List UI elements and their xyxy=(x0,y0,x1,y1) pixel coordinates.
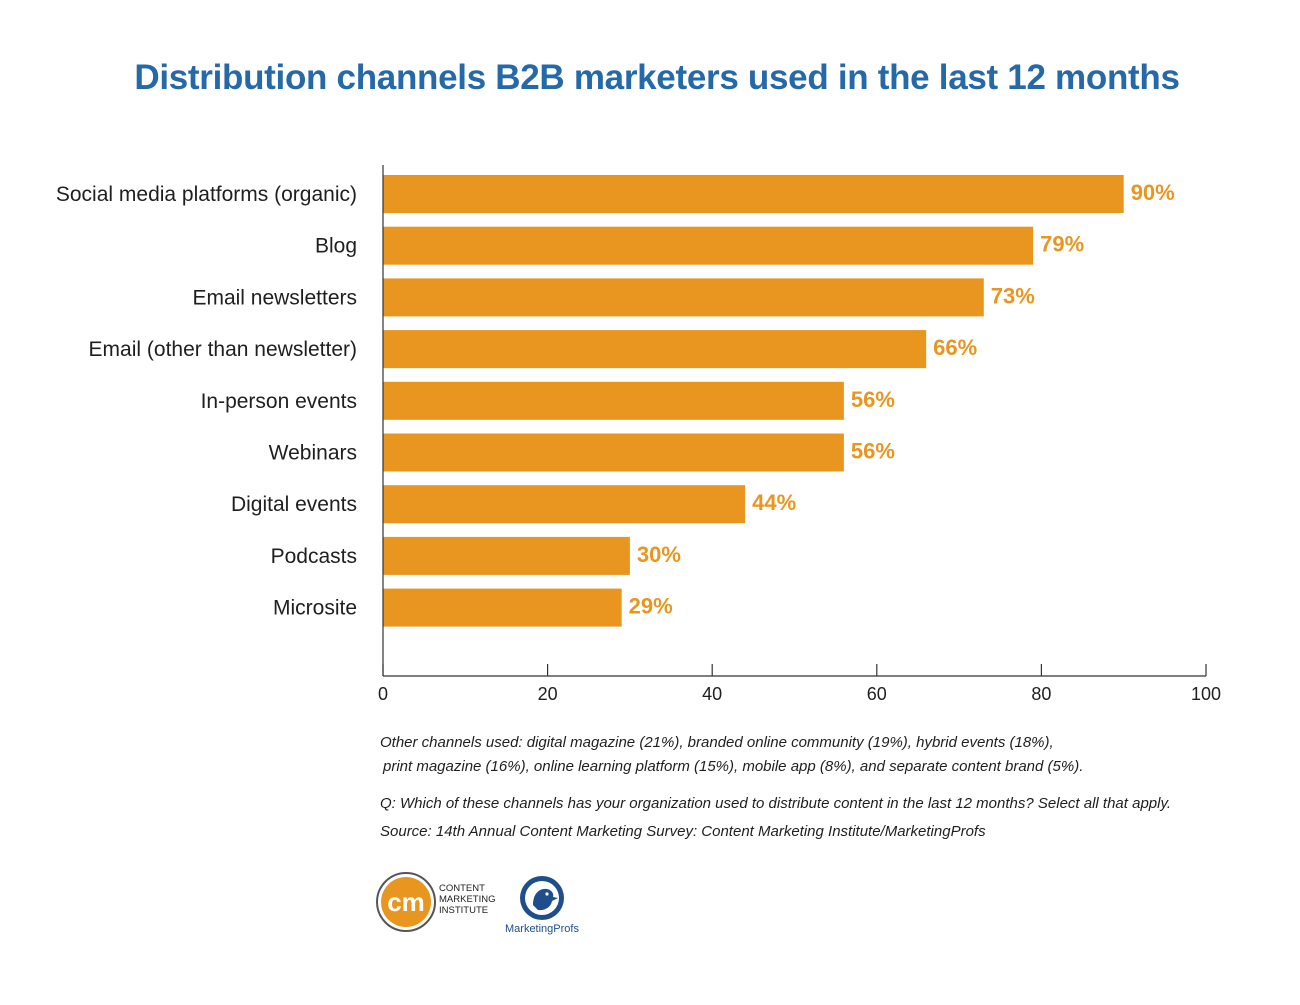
x-tick-label-20: 20 xyxy=(538,684,558,704)
category-label-5: In-person events xyxy=(201,390,357,413)
data-label-5: 56% xyxy=(851,387,895,412)
data-label-6: 56% xyxy=(851,439,895,464)
bar-5 xyxy=(383,381,844,420)
cmi-wordmark-line2: MARKETING xyxy=(439,894,495,905)
x-tick-label-80: 80 xyxy=(1031,684,1051,704)
data-label-4: 66% xyxy=(933,335,977,360)
bar-8 xyxy=(383,536,630,575)
category-label-9: Microsite xyxy=(273,597,357,620)
survey-question-note: Q: Which of these channels has your orga… xyxy=(380,795,1172,812)
other-channels-note-line2: print magazine (16%), online learning pl… xyxy=(383,758,1084,775)
data-label-1: 90% xyxy=(1131,180,1175,205)
cmi-circle-logo-icon: cm xyxy=(376,872,436,932)
category-label-6: Webinars xyxy=(269,442,357,465)
category-label-7: Digital events xyxy=(231,493,357,516)
x-tick-label-60: 60 xyxy=(867,684,887,704)
category-label-8: Podcasts xyxy=(271,545,357,568)
category-label-2: Blog xyxy=(315,235,357,258)
cmi-wordmark-line3: INSTITUTE xyxy=(439,905,488,916)
bar-4 xyxy=(383,330,927,369)
bar-chart: Social media platforms (organic) 90% Blog 7… xyxy=(56,165,1221,704)
chart-title: Distribution channels B2B marketers used… xyxy=(134,58,1180,97)
source-note: Source: 14th Annual Content Marketing Su… xyxy=(380,823,986,840)
x-tick-label-40: 40 xyxy=(702,684,722,704)
data-label-9: 29% xyxy=(629,594,673,619)
data-label-2: 79% xyxy=(1040,232,1084,257)
cmi-monogram: cm xyxy=(387,887,425,917)
bar-6 xyxy=(383,433,844,472)
data-label-3: 73% xyxy=(991,283,1035,308)
category-label-1: Social media platforms (organic) xyxy=(56,183,357,206)
data-label-7: 44% xyxy=(752,490,796,515)
bar-7 xyxy=(383,485,746,524)
logos: cm CONTENT MARKETING INSTITUTE Marketing… xyxy=(376,872,579,935)
other-channels-note-line1: Other channels used: digital magazine (2… xyxy=(380,734,1054,751)
bird-logo-icon xyxy=(520,876,564,920)
bar-1 xyxy=(383,175,1124,213)
x-tick-label-0: 0 xyxy=(378,684,388,704)
marketingprofs-wordmark: MarketingProfs xyxy=(505,923,579,935)
bar-2 xyxy=(383,226,1034,265)
x-tick-label-100: 100 xyxy=(1191,684,1221,704)
data-label-8: 30% xyxy=(637,542,681,567)
category-label-4: Email (other than newsletter) xyxy=(89,338,357,361)
bar-9 xyxy=(383,588,622,627)
bar-3 xyxy=(383,278,984,317)
category-label-3: Email newsletters xyxy=(192,286,357,309)
cmi-wordmark-line1: CONTENT xyxy=(439,883,485,894)
